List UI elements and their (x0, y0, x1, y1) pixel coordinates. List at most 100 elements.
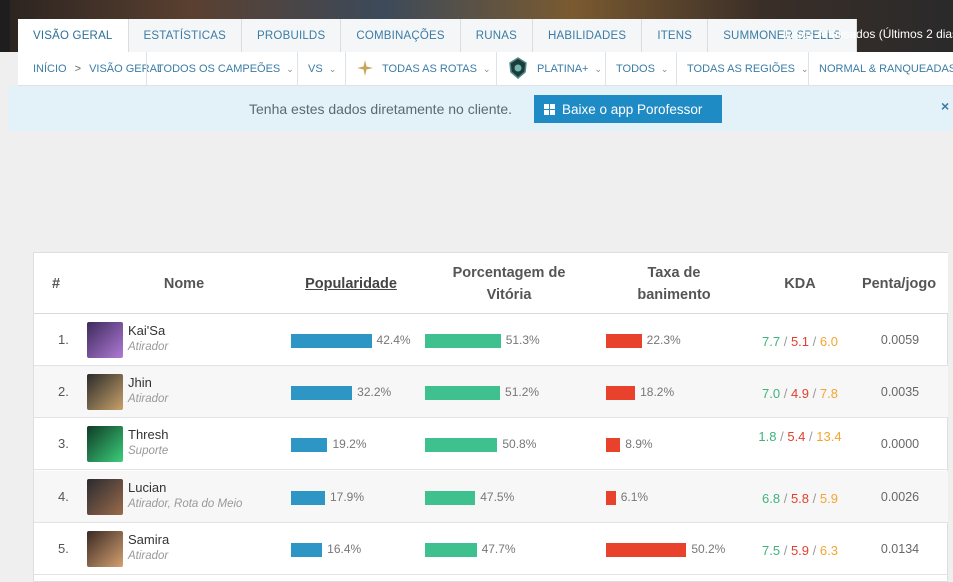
popularity-value: 32.2% (357, 385, 392, 399)
champion-name[interactable]: Kai'Sa (128, 323, 166, 338)
chevron-down-icon: ⌄ (286, 63, 294, 74)
champion-role: Atirador (128, 341, 169, 353)
table-row[interactable]: 1. Kai'Sa Atirador 42.4% 51.3% 22.3% 7.7 / 5.1… (34, 314, 948, 366)
download-app-label: Baixe o app Porofessor (562, 101, 703, 117)
popularity-value: 16.4% (327, 542, 362, 556)
header-kda[interactable]: KDA (784, 276, 816, 292)
kda-separator: / (809, 543, 820, 558)
row-rank: 1. (58, 332, 69, 347)
winrate-value: 51.3% (505, 333, 540, 347)
row-rank: 3. (58, 436, 69, 451)
header-name[interactable]: Nome (163, 276, 205, 292)
popularity-bar (291, 334, 372, 348)
header-winrate-line2: Vitória (486, 287, 532, 303)
champion-avatar[interactable] (87, 426, 123, 462)
winrate-value: 47.7% (481, 542, 516, 556)
tab-estatisticas[interactable]: ESTATÍSTICAS (128, 19, 243, 52)
all-filter[interactable]: TODOS ⌄ (605, 52, 675, 86)
tab-visao-geral[interactable]: VISÃO GERAL (18, 19, 129, 52)
kda-separator: / (809, 334, 820, 349)
rank-filter[interactable]: PLATINA+ ⌄ (496, 52, 604, 86)
kda-separator: / (809, 386, 820, 401)
penta-value: 0.0134 (880, 542, 920, 556)
banrate-bar (606, 438, 621, 452)
tab-runas[interactable]: RUNAS (460, 19, 534, 52)
kda-assists: 7.8 (819, 386, 838, 401)
kda-deaths: 5.4 (787, 429, 806, 444)
close-icon[interactable]: × (941, 98, 950, 114)
breadcrumb-current[interactable]: VISÃO GERAL (89, 63, 161, 75)
table-row[interactable]: 5. Samira Atirador 16.4% 47.7% 50.2% 7.5 / 5.9… (34, 523, 948, 575)
champion-name[interactable]: Thresh (128, 427, 169, 442)
header-winrate[interactable]: Porcentagem de Vitória (439, 262, 579, 306)
kda-separator: / (780, 543, 791, 558)
windows-icon (544, 103, 555, 115)
penta-value: 0.0000 (880, 437, 920, 451)
lane-filter[interactable]: TODAS AS ROTAS ⌄ (345, 52, 494, 86)
kda-kills: 1.8 (758, 429, 777, 444)
tab-combinacoes[interactable]: COMBINAÇÕES (341, 19, 461, 52)
header-banrate-line2: banimento (637, 287, 711, 303)
tab-summoner-spells[interactable]: SUMMONER SPELLS (708, 19, 858, 52)
header-banrate-line1: Taxa de (647, 265, 701, 281)
champion-avatar[interactable] (87, 374, 123, 410)
champion-avatar[interactable] (87, 322, 123, 358)
champion-name[interactable]: Jhin (128, 375, 152, 390)
penta-value: 0.0035 (880, 385, 920, 399)
header-penta[interactable]: Penta/jogo (861, 276, 937, 292)
popularity-value: 42.4% (376, 333, 411, 347)
kda-kills: 7.7 (762, 334, 781, 349)
kda-value: 1.8 / 5.4 / 13.4 (756, 427, 844, 446)
region-filter-label: TODAS AS REGIÕES (687, 63, 795, 75)
chevron-down-icon: ⌄ (594, 63, 603, 74)
row-rank: 4. (58, 489, 69, 504)
vs-filter-label: VS (308, 63, 323, 75)
kda-deaths: 5.9 (790, 543, 810, 558)
banrate-value: 18.2% (640, 385, 675, 399)
champion-name[interactable]: Samira (128, 532, 170, 547)
kda-assists: 5.9 (819, 491, 838, 506)
chevron-down-icon: ⌄ (328, 63, 337, 74)
penta-value: 0.0026 (880, 490, 920, 504)
banrate-bar (606, 491, 616, 505)
champion-name[interactable]: Lucian (128, 480, 167, 495)
kda-value: 7.7 / 5.1 / 6.0 (746, 332, 854, 351)
popularity-value: 17.9% (330, 490, 365, 504)
champion-avatar[interactable] (87, 479, 123, 515)
table-row[interactable]: 3. Thresh Suporte 19.2% 50.8% 8.9% 1.8 / 5.4 /… (34, 418, 948, 470)
queue-filter[interactable]: NORMAL & RANQUEADAS (808, 52, 953, 86)
tab-itens[interactable]: ITENS (642, 19, 709, 52)
champion-role: Suporte (128, 445, 169, 457)
region-filter[interactable]: TODAS AS REGIÕES ⌄ (676, 52, 809, 86)
kda-separator: / (780, 491, 791, 506)
popularity-bar (291, 491, 325, 505)
lane-filter-label: TODAS AS ROTAS (382, 63, 477, 75)
vs-filter[interactable]: VS ⌄ (297, 52, 345, 86)
banrate-value: 6.1% (620, 490, 649, 504)
tab-habilidades[interactable]: HABILIDADES (533, 19, 643, 52)
popularity-bar (291, 386, 353, 400)
banrate-bar (606, 386, 636, 400)
winrate-bar (425, 438, 498, 452)
rank-filter-label: PLATINA+ (537, 63, 589, 75)
breadcrumb-home[interactable]: INÍCIO (33, 63, 67, 75)
kda-separator: / (780, 334, 791, 349)
champion-filter[interactable]: TODOS OS CAMPEÕES ⌄ (146, 52, 294, 86)
banrate-bar (606, 543, 687, 557)
tab-probuilds[interactable]: PROBUILDS (242, 19, 342, 52)
kda-value: 7.0 / 4.9 / 7.8 (746, 384, 854, 403)
header-popularity[interactable]: Popularidade (305, 276, 397, 292)
queue-filter-label: NORMAL & RANQUEADAS (819, 63, 953, 75)
champion-role: Atirador (128, 550, 169, 562)
winrate-bar (425, 334, 501, 348)
champion-avatar[interactable] (87, 531, 123, 567)
chevron-down-icon: ⌄ (801, 63, 809, 74)
download-app-button[interactable]: Baixe o app Porofessor (534, 95, 722, 123)
header-banrate[interactable]: Taxa de banimento (614, 262, 734, 306)
table-row[interactable]: 4. Lucian Atirador, Rota do Meio 17.9% 47.5%… (34, 471, 948, 523)
kda-separator: / (809, 491, 820, 506)
table-row[interactable]: 2. Jhin Atirador 32.2% 51.2% 18.2% 7.0 / 4.9 /… (34, 366, 948, 418)
tab-bar: VISÃO GERAL ESTATÍSTICAS PROBUILDS COMBI… (18, 19, 858, 52)
winrate-bar (425, 543, 477, 557)
kda-deaths: 4.9 (790, 386, 810, 401)
